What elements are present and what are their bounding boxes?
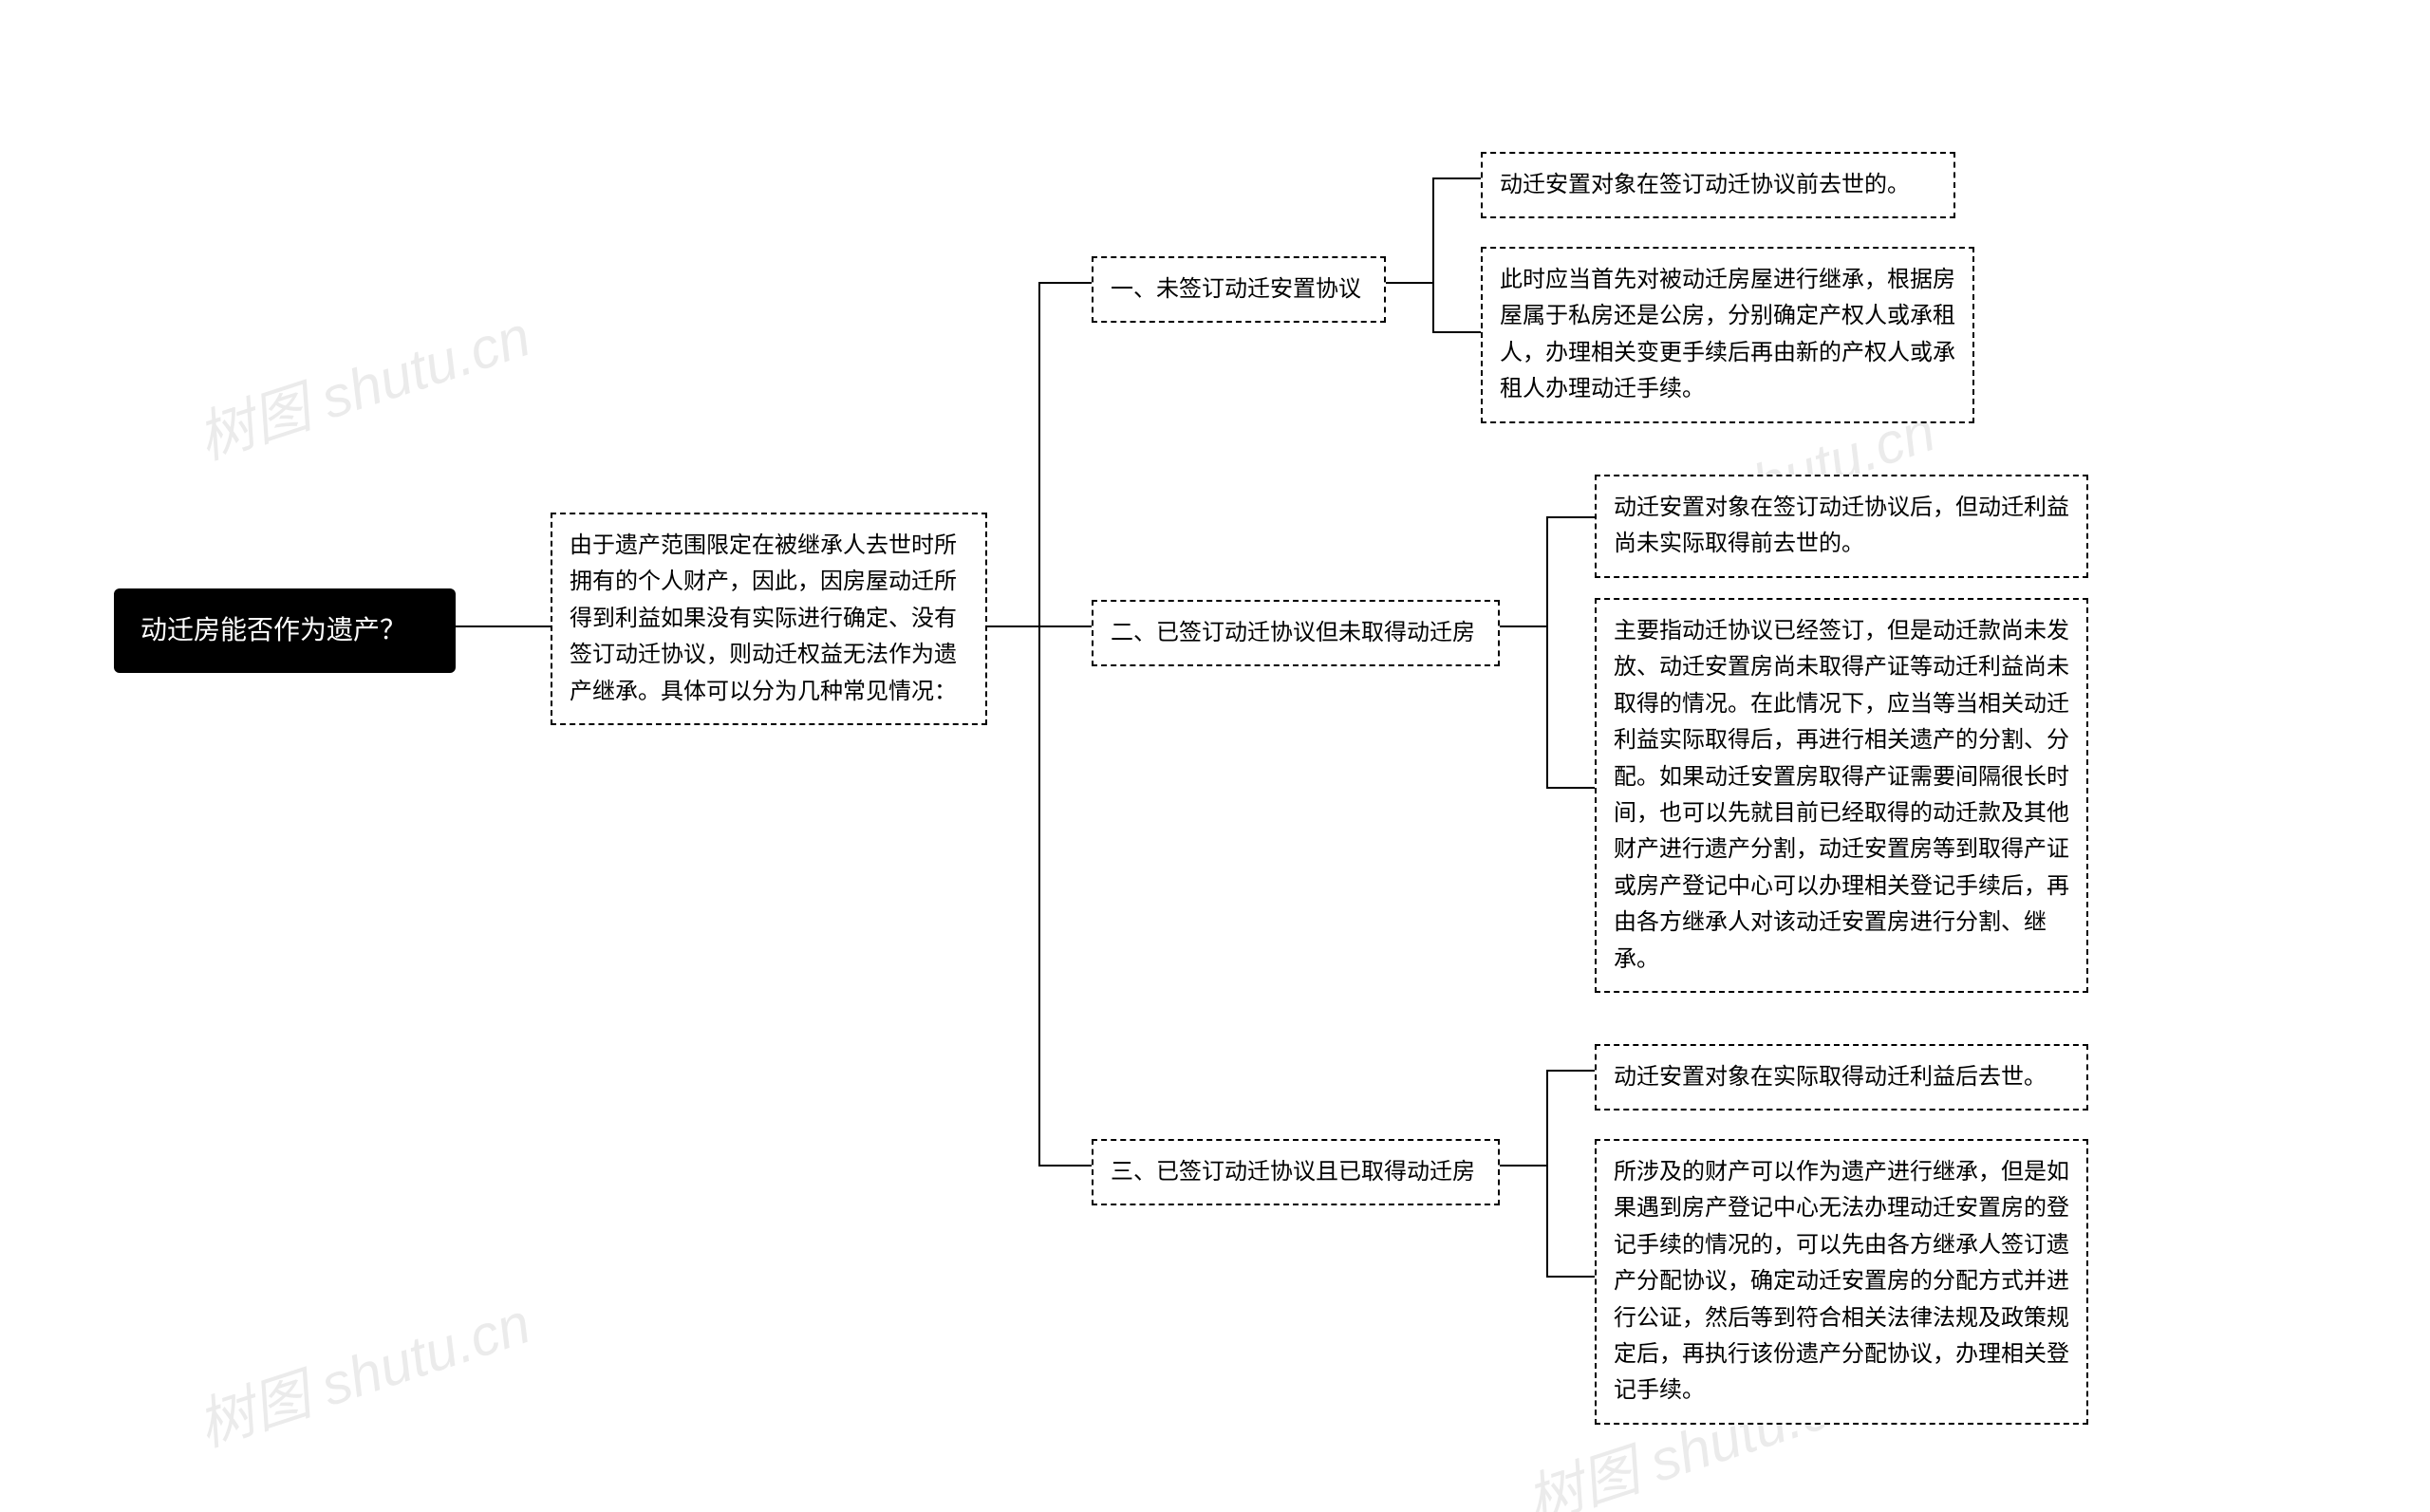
- branch-2-label: 二、已签订动迁协议但未取得动迁房: [1092, 600, 1500, 666]
- watermark: 树图 shutu.cn: [185, 290, 539, 476]
- branch-3-child-2: 所涉及的财产可以作为遗产进行继承，但是如果遇到房产登记中心无法办理动迁安置房的登…: [1595, 1139, 2088, 1425]
- mindmap-root: 动迁房能否作为遗产？: [114, 588, 456, 673]
- intro-node: 由于遗产范围限定在被继承人去世时所拥有的个人财产，因此，因房屋动迁所得到利益如果…: [551, 513, 987, 725]
- branch-1-child-1: 动迁安置对象在签订动迁协议前去世的。: [1481, 152, 1955, 218]
- branch-3-child-1: 动迁安置对象在实际取得动迁利益后去世。: [1595, 1044, 2088, 1111]
- branch-1-child-2: 此时应当首先对被动迁房屋进行继承，根据房屋属于私房还是公房，分别确定产权人或承租…: [1481, 247, 1974, 423]
- branch-3-label: 三、已签订动迁协议且已取得动迁房: [1092, 1139, 1500, 1205]
- branch-2-child-2: 主要指动迁协议已经签订，但是动迁款尚未发放、动迁安置房尚未取得产证等动迁利益尚未…: [1595, 598, 2088, 993]
- branch-1-label: 一、未签订动迁安置协议: [1092, 256, 1386, 323]
- branch-2-child-1: 动迁安置对象在签订动迁协议后，但动迁利益尚未实际取得前去世的。: [1595, 475, 2088, 578]
- watermark: 树图 shutu.cn: [185, 1278, 539, 1463]
